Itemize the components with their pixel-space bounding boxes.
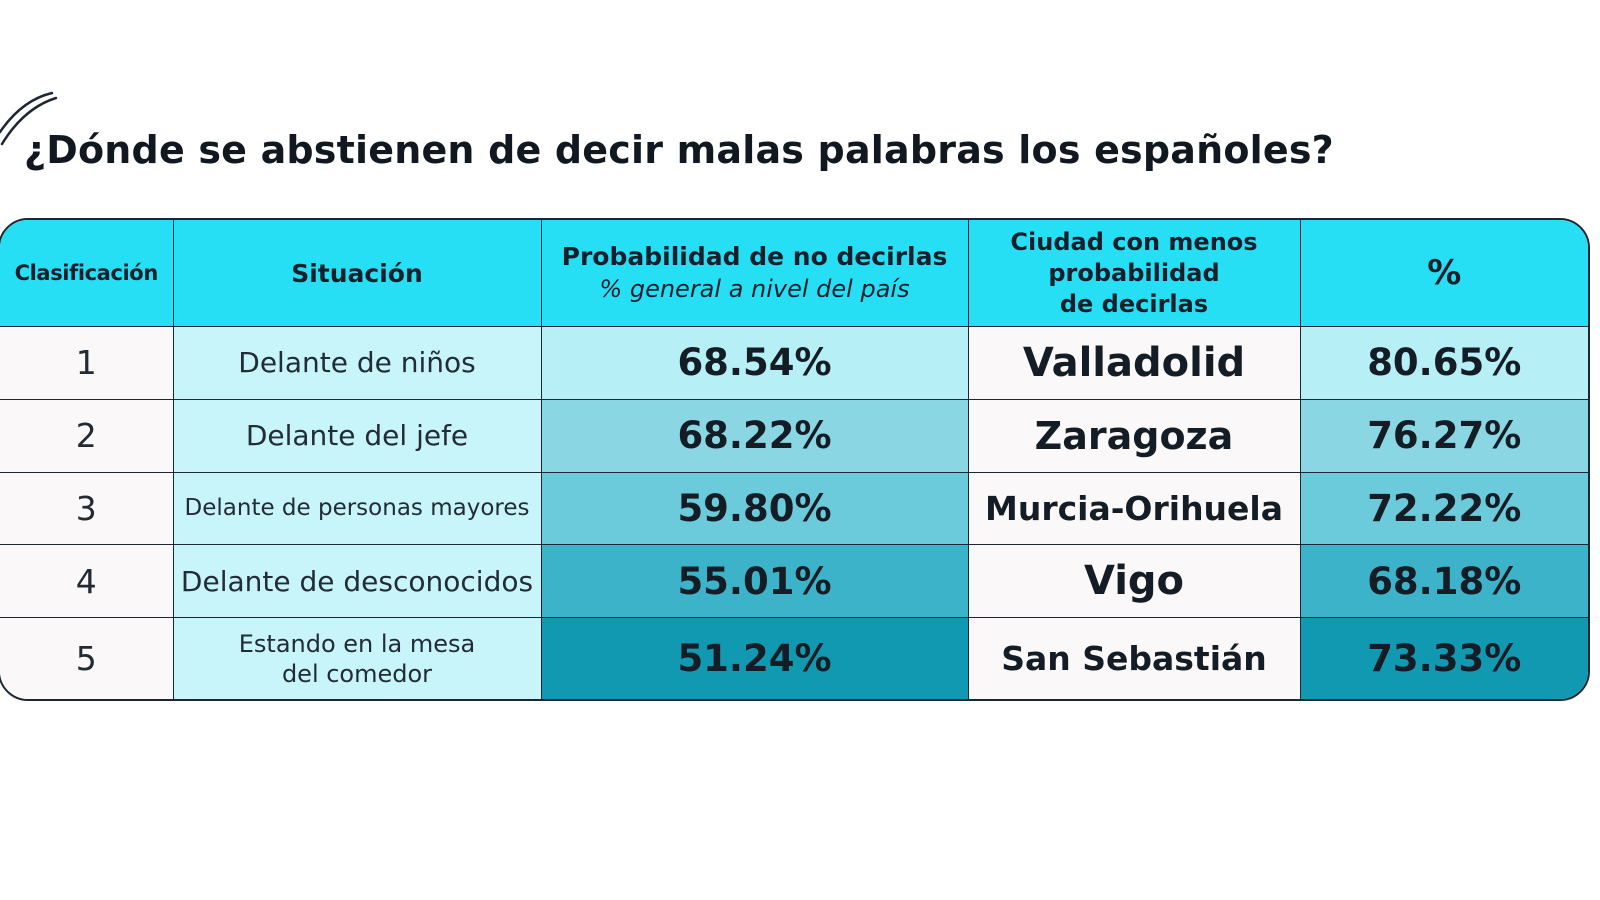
city-percent-cell: 76.27% [1299,398,1588,473]
city-percent-cell: 73.33% [1299,617,1588,699]
table-row: 3 Delante de personas mayores 59.80% Murcia… [0,471,1588,546]
situation-text: Delante del jefe [245,419,469,453]
situation-text: Delante de personas mayores [184,495,530,522]
city-cell: Zaragoza [967,398,1301,473]
rank-cell: 1 [0,326,174,400]
probability-cell: 55.01% [540,544,969,619]
situation-text: del comedor [281,659,433,688]
probability-header-label: Probabilidad de no decirlas [561,242,948,271]
city-cell: San Sebastián [967,617,1301,699]
probability-header-sublabel: % general a nivel del país [599,275,910,303]
probability-cell: 68.22% [540,398,969,473]
situation-text: Delante de desconocidos [180,564,534,598]
situation-cell: Delante de personas mayores [172,471,542,546]
city-cell: Murcia-Orihuela [967,471,1301,546]
probability-cell: 59.80% [540,471,969,546]
rank-cell: 2 [0,398,174,473]
column-header-city: Ciudad con menos probabilidad de decirla… [967,220,1301,327]
city-cell: Vigo [967,544,1301,619]
city-percent-cell: 80.65% [1299,326,1588,400]
situation-cell: Delante del jefe [172,398,542,473]
column-header-rank: Clasificación [0,220,174,327]
rank-cell: 4 [0,544,174,619]
table-header-row: Clasificación Situación Probabilidad de … [0,220,1588,327]
column-header-percent: % [1299,220,1588,327]
rank-cell: 5 [0,617,174,699]
city-header-line: probabilidad [1048,258,1220,287]
rank-cell: 3 [0,471,174,546]
city-percent-cell: 68.18% [1299,544,1588,619]
probability-cell: 68.54% [540,326,969,400]
ranking-table: Clasificación Situación Probabilidad de … [0,218,1590,701]
table-row: 5 Estando en la mesa del comedor 51.24% San … [0,617,1588,699]
situation-text: Estando en la mesa [238,629,476,658]
situation-cell: Estando en la mesa del comedor [172,617,542,699]
column-header-probability: Probabilidad de no decirlas % general a … [540,220,969,327]
decorative-swoosh-icon [0,91,58,146]
table-body: 1 Delante de niños 68.54% Valladolid 80.65% 2… [0,326,1588,699]
page-title: ¿Dónde se abstienen de decir malas palab… [24,128,1334,172]
table-row: 2 Delante del jefe 68.22% Zaragoza 76.27% [0,398,1588,473]
column-header-situation: Situación [172,220,542,327]
city-cell: Valladolid [967,326,1301,400]
table-row: 1 Delante de niños 68.54% Valladolid 80.65% [0,326,1588,400]
city-percent-cell: 72.22% [1299,471,1588,546]
probability-cell: 51.24% [540,617,969,699]
city-header-line: Ciudad con menos [1010,227,1258,256]
situation-cell: Delante de niños [172,326,542,400]
situation-text: Delante de niños [238,346,476,380]
table-row: 4 Delante de desconocidos 55.01% Vigo 68.18% [0,544,1588,619]
situation-cell: Delante de desconocidos [172,544,542,619]
city-header-line: de decirlas [1059,289,1209,318]
